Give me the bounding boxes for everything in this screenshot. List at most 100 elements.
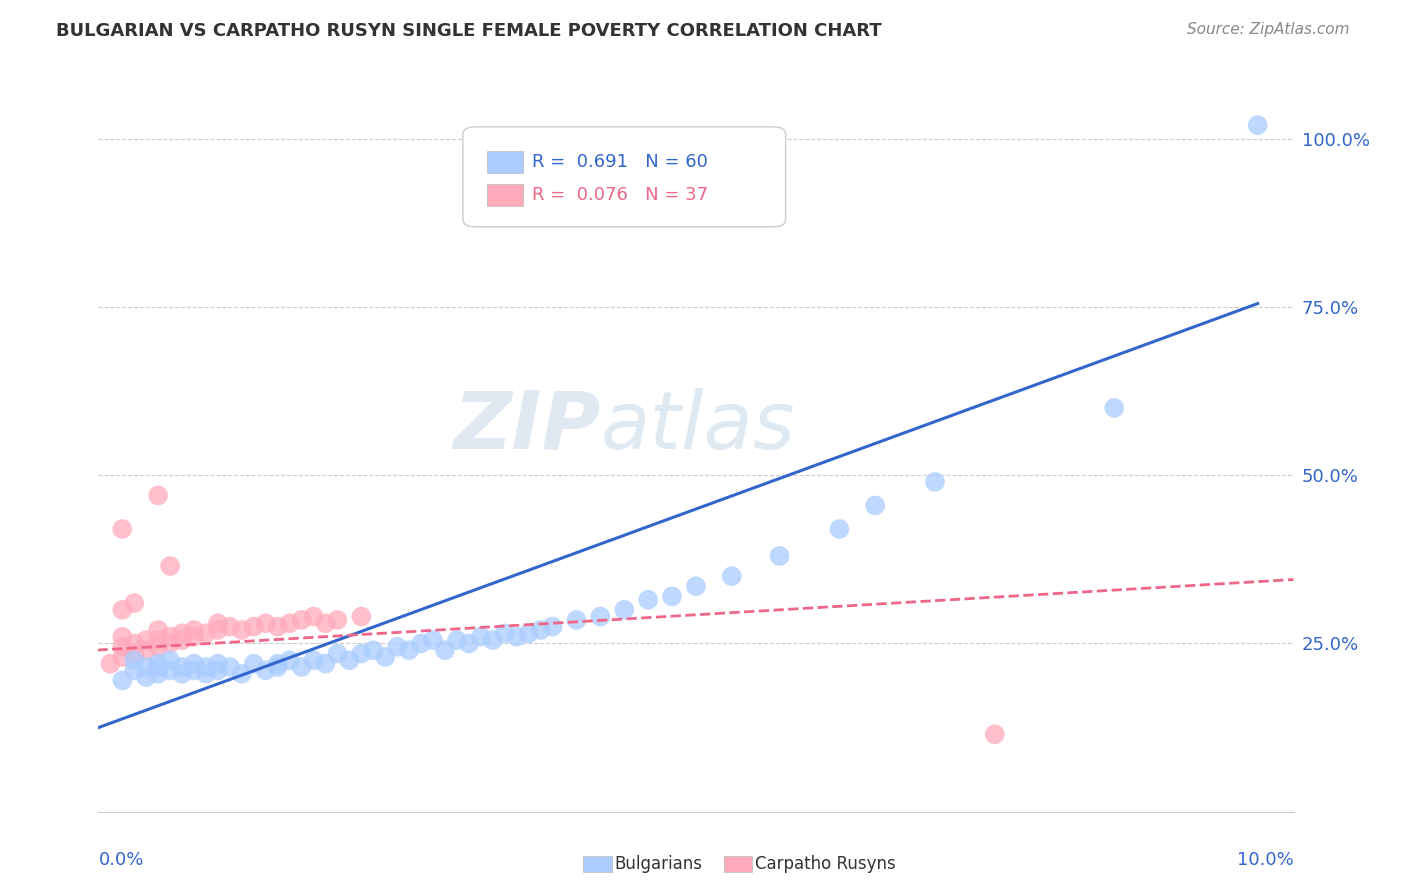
Point bbox=[326, 647, 349, 661]
Point bbox=[111, 603, 134, 617]
Point bbox=[219, 619, 242, 633]
Point bbox=[613, 603, 636, 617]
Point bbox=[530, 623, 553, 637]
Point bbox=[254, 664, 277, 678]
Point bbox=[148, 640, 170, 654]
Point bbox=[148, 657, 170, 671]
Point bbox=[135, 660, 157, 674]
Point bbox=[124, 596, 146, 610]
Point bbox=[339, 653, 361, 667]
Point bbox=[124, 653, 146, 667]
Point bbox=[350, 647, 373, 661]
Point bbox=[148, 633, 170, 648]
Point bbox=[984, 727, 1007, 741]
Point bbox=[124, 636, 146, 650]
Point bbox=[172, 660, 194, 674]
Point bbox=[98, 657, 122, 671]
Point bbox=[159, 653, 181, 667]
Point bbox=[219, 660, 242, 674]
FancyBboxPatch shape bbox=[486, 184, 523, 206]
Point bbox=[637, 592, 659, 607]
Point bbox=[159, 630, 181, 644]
Point bbox=[111, 522, 134, 536]
Point bbox=[135, 670, 157, 684]
Point bbox=[148, 666, 170, 681]
Point bbox=[291, 613, 314, 627]
Point bbox=[159, 664, 181, 678]
Point bbox=[172, 626, 194, 640]
Point bbox=[350, 609, 373, 624]
Point bbox=[278, 616, 301, 631]
Point bbox=[207, 664, 229, 678]
Point bbox=[148, 623, 170, 637]
Point bbox=[183, 623, 205, 637]
Point bbox=[148, 660, 170, 674]
Point bbox=[363, 643, 385, 657]
Point bbox=[769, 549, 792, 563]
Point bbox=[278, 653, 301, 667]
Point bbox=[207, 616, 229, 631]
Point bbox=[183, 657, 205, 671]
Point bbox=[195, 626, 218, 640]
Point bbox=[470, 630, 492, 644]
Point bbox=[494, 626, 516, 640]
Point bbox=[865, 499, 887, 513]
Point bbox=[828, 522, 851, 536]
Point bbox=[111, 640, 134, 654]
Point bbox=[482, 633, 505, 648]
Point bbox=[135, 643, 157, 657]
Point bbox=[326, 613, 349, 627]
Point bbox=[422, 633, 444, 648]
Point bbox=[231, 623, 253, 637]
Point bbox=[267, 660, 290, 674]
Point bbox=[302, 609, 325, 624]
Text: atlas: atlas bbox=[600, 388, 796, 466]
Text: R =  0.076   N = 37: R = 0.076 N = 37 bbox=[533, 186, 709, 204]
Point bbox=[1104, 401, 1126, 415]
Point bbox=[446, 633, 468, 648]
Point bbox=[291, 660, 314, 674]
Text: Bulgarians: Bulgarians bbox=[614, 855, 703, 873]
Point bbox=[315, 657, 337, 671]
Point bbox=[1247, 118, 1270, 132]
Text: 0.0%: 0.0% bbox=[98, 851, 143, 869]
Text: 10.0%: 10.0% bbox=[1237, 851, 1294, 869]
Point bbox=[315, 616, 337, 631]
Text: BULGARIAN VS CARPATHO RUSYN SINGLE FEMALE POVERTY CORRELATION CHART: BULGARIAN VS CARPATHO RUSYN SINGLE FEMAL… bbox=[56, 22, 882, 40]
Text: Source: ZipAtlas.com: Source: ZipAtlas.com bbox=[1187, 22, 1350, 37]
Point bbox=[661, 590, 683, 604]
Point bbox=[183, 630, 205, 644]
Point bbox=[541, 619, 564, 633]
Point bbox=[183, 664, 205, 678]
Point bbox=[506, 630, 529, 644]
Point bbox=[195, 660, 218, 674]
Point bbox=[254, 616, 277, 631]
Point bbox=[231, 666, 253, 681]
Point bbox=[111, 673, 134, 688]
Point bbox=[195, 666, 218, 681]
Point bbox=[434, 643, 457, 657]
Text: ZIP: ZIP bbox=[453, 388, 600, 466]
Point bbox=[172, 666, 194, 681]
Point bbox=[374, 649, 396, 664]
Point bbox=[517, 626, 540, 640]
Point bbox=[721, 569, 744, 583]
Point bbox=[385, 640, 409, 654]
Point bbox=[124, 664, 146, 678]
Point bbox=[302, 653, 325, 667]
Point bbox=[135, 633, 157, 648]
FancyBboxPatch shape bbox=[463, 127, 786, 227]
Point bbox=[924, 475, 946, 489]
Point bbox=[565, 613, 588, 627]
Point bbox=[207, 623, 229, 637]
Point bbox=[243, 619, 266, 633]
Point bbox=[159, 559, 181, 574]
Point bbox=[207, 657, 229, 671]
Point bbox=[267, 619, 290, 633]
Point bbox=[685, 579, 707, 593]
Point bbox=[159, 636, 181, 650]
Point bbox=[148, 488, 170, 502]
FancyBboxPatch shape bbox=[486, 151, 523, 173]
Point bbox=[111, 649, 134, 664]
Point bbox=[124, 647, 146, 661]
